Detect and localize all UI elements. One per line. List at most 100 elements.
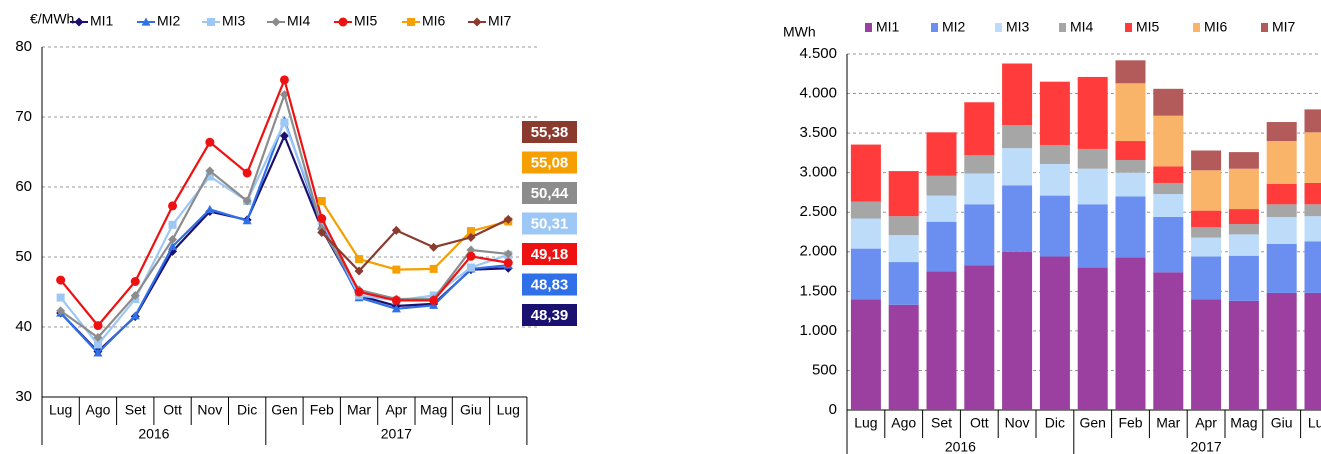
value-label-box — [522, 151, 577, 174]
bar-segment — [926, 175, 957, 196]
data-point — [429, 242, 439, 252]
bar-segment — [1115, 60, 1146, 84]
bar-segment — [1304, 292, 1321, 410]
bar-segment — [1228, 209, 1259, 225]
data-point — [466, 232, 476, 242]
data-point — [391, 295, 401, 305]
data-point — [168, 242, 178, 251]
bar-segment — [1002, 251, 1033, 410]
legend-label: MI1 — [90, 13, 114, 29]
value-label-box — [522, 243, 577, 265]
value-label: 48,83 — [531, 276, 569, 293]
data-point — [355, 255, 364, 264]
bar-segment — [964, 155, 995, 174]
data-point — [168, 220, 177, 229]
legend-label: MI4 — [287, 13, 311, 29]
data-point — [242, 168, 252, 178]
data-point — [466, 245, 476, 255]
bar-segment — [1002, 148, 1033, 186]
series-line — [320, 218, 509, 273]
bar-segment — [1115, 160, 1146, 173]
bar-segment — [1304, 241, 1321, 293]
value-label-box — [522, 212, 577, 235]
bar-segment — [1228, 168, 1259, 210]
value-label-box — [522, 121, 577, 143]
data-point — [503, 258, 513, 268]
data-point — [317, 214, 327, 223]
x-tick-label: Set — [125, 402, 146, 418]
value-label-box — [522, 273, 577, 296]
y-tick-label: 2.500 — [799, 203, 837, 220]
bar-segment — [1039, 144, 1070, 164]
series-line — [60, 90, 509, 339]
legend-marker — [407, 18, 415, 26]
y-tick-label: 4.500 — [799, 45, 837, 62]
x-tick-label: Ago — [85, 402, 110, 418]
x-tick-label: Feb — [1118, 415, 1142, 431]
bar-segment — [1077, 76, 1108, 149]
x-tick-label: Lug — [1308, 415, 1321, 431]
bar-segment — [1153, 182, 1184, 195]
x-tick-label: Apr — [385, 402, 407, 418]
legend-label: MI2 — [942, 19, 966, 35]
bar-segment — [1039, 81, 1070, 145]
x-tick-label: Mag — [420, 402, 447, 418]
legend-label: MI4 — [1070, 19, 1094, 35]
legend-label: MI7 — [1272, 19, 1296, 35]
x-tick-label: Ott — [970, 415, 989, 431]
x-tick-label: Mar — [347, 402, 371, 418]
value-label: 50,31 — [531, 215, 569, 232]
bar-segment — [888, 171, 919, 217]
x-tick-label: Ott — [163, 402, 182, 418]
bar-segment — [888, 216, 919, 236]
x-tick-label: Mag — [1230, 415, 1257, 431]
bar-segment — [1266, 204, 1297, 217]
x-tick-label: Ago — [891, 415, 916, 431]
legend-swatch — [865, 23, 872, 32]
bar-segment — [964, 265, 995, 410]
bar-segment — [1228, 224, 1259, 235]
data-point — [93, 348, 103, 357]
bar-segment — [1191, 256, 1222, 300]
bar-segment — [1191, 150, 1222, 171]
data-point — [93, 321, 103, 331]
bar-segment — [850, 248, 881, 300]
x-group-label: 2017 — [1191, 439, 1222, 454]
x-tick-label: Nov — [197, 402, 222, 418]
data-point — [205, 204, 215, 213]
legend-label: MI3 — [1006, 19, 1030, 35]
y-tick-label: 40 — [15, 318, 32, 335]
bar-segment — [1077, 168, 1108, 205]
data-point — [317, 228, 327, 237]
data-point — [56, 306, 66, 316]
bar-segment — [964, 204, 995, 266]
data-point — [93, 333, 103, 342]
y-tick-label: 60 — [15, 178, 32, 195]
legend-marker — [472, 17, 482, 27]
bar-segment — [1266, 292, 1297, 410]
bar-segment — [1191, 237, 1222, 257]
bar-segment — [1039, 195, 1070, 257]
bar-segment — [1077, 204, 1108, 268]
y-tick-label: 1.000 — [799, 322, 837, 339]
bar-segment — [926, 195, 957, 222]
value-label-box — [522, 304, 577, 326]
legend-swatch — [1125, 23, 1132, 32]
value-label: 55,08 — [531, 154, 569, 171]
data-point — [130, 277, 140, 286]
legend-label: MI5 — [1136, 19, 1160, 35]
x-tick-label: Dic — [1045, 415, 1065, 431]
legend-swatch — [1261, 23, 1268, 32]
legend-swatch — [931, 23, 938, 32]
bar-segment — [1077, 267, 1108, 410]
legend-marker — [338, 17, 348, 27]
bar-segment — [1153, 115, 1184, 167]
data-point — [466, 227, 475, 236]
series-line — [59, 117, 509, 355]
bar-segment — [1266, 141, 1297, 184]
data-point — [392, 265, 401, 274]
legend-marker — [74, 17, 84, 27]
bar-segment — [1191, 299, 1222, 410]
data-point — [205, 137, 215, 147]
